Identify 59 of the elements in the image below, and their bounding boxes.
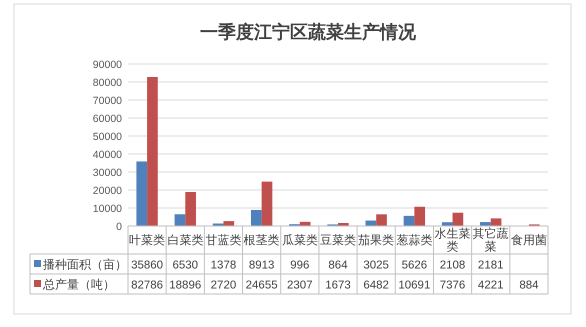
y-tick-label: 50000 <box>92 131 122 143</box>
bar <box>490 218 502 226</box>
chart-title: 一季度江宁区蔬菜生产情况 <box>200 22 417 42</box>
bar <box>174 214 186 226</box>
data-label: 996 <box>290 260 310 272</box>
data-label: 4221 <box>478 280 504 292</box>
x-tick-label: 甘蓝类 <box>205 233 242 247</box>
data-label: 2307 <box>287 280 313 292</box>
data-label: 35860 <box>131 260 164 272</box>
y-tick-label: 30000 <box>92 167 122 179</box>
bar <box>185 192 196 226</box>
x-tick-label: 食用菌 <box>510 233 547 247</box>
data-label: 6530 <box>172 260 198 272</box>
y-tick-label: 0 <box>116 221 122 233</box>
data-label: 82786 <box>131 280 164 292</box>
bar <box>452 212 464 226</box>
data-label: 10691 <box>398 280 430 292</box>
x-tick-label: 豆菜类 <box>320 233 356 247</box>
x-tick-label: 瓜菜类 <box>282 233 318 247</box>
data-label: 3025 <box>363 260 389 272</box>
data-label: 2720 <box>210 280 236 292</box>
x-tick-label: 白菜类 <box>167 233 204 247</box>
y-tick-label: 90000 <box>92 59 122 71</box>
data-label: 5626 <box>402 260 428 272</box>
bar <box>414 206 426 226</box>
data-label: 7376 <box>440 280 466 292</box>
x-tick-label: 根茎类 <box>244 233 280 247</box>
x-tick-label: 叶菜类 <box>129 233 166 247</box>
x-tick-label: 葱蒜类 <box>396 233 432 247</box>
x-tick-label: 其它蔬菜 <box>472 226 509 254</box>
legend-label: 总产量（吨） <box>42 278 115 292</box>
y-tick-label: 10000 <box>92 203 122 215</box>
y-tick-label: 40000 <box>92 149 122 161</box>
x-tick-label: 茄果类 <box>358 233 394 247</box>
bar <box>262 182 272 226</box>
bar <box>136 161 148 226</box>
x-tick-label: 水生菜类 <box>434 226 471 254</box>
bar <box>365 220 376 226</box>
bar <box>404 216 414 226</box>
legend-label: 播种面积（亩） <box>43 258 127 272</box>
bar <box>250 210 262 226</box>
bar <box>376 214 387 226</box>
y-tick-label: 60000 <box>92 113 122 125</box>
data-label: 18896 <box>169 280 202 292</box>
data-label: 2181 <box>478 260 504 272</box>
data-label: 6482 <box>363 280 389 292</box>
data-label: 884 <box>519 280 540 292</box>
bar <box>147 76 158 226</box>
y-tick-label: 80000 <box>92 77 122 89</box>
data-label: 1378 <box>210 260 236 272</box>
bar <box>223 221 234 226</box>
data-label: 24655 <box>246 280 278 292</box>
y-tick-label: 70000 <box>92 95 122 107</box>
data-label: 864 <box>328 260 348 272</box>
data-label: 8913 <box>248 260 274 272</box>
data-label: 2108 <box>440 260 466 272</box>
bar <box>442 222 453 226</box>
y-tick-label: 20000 <box>92 185 122 197</box>
data-label: 1673 <box>325 280 351 292</box>
